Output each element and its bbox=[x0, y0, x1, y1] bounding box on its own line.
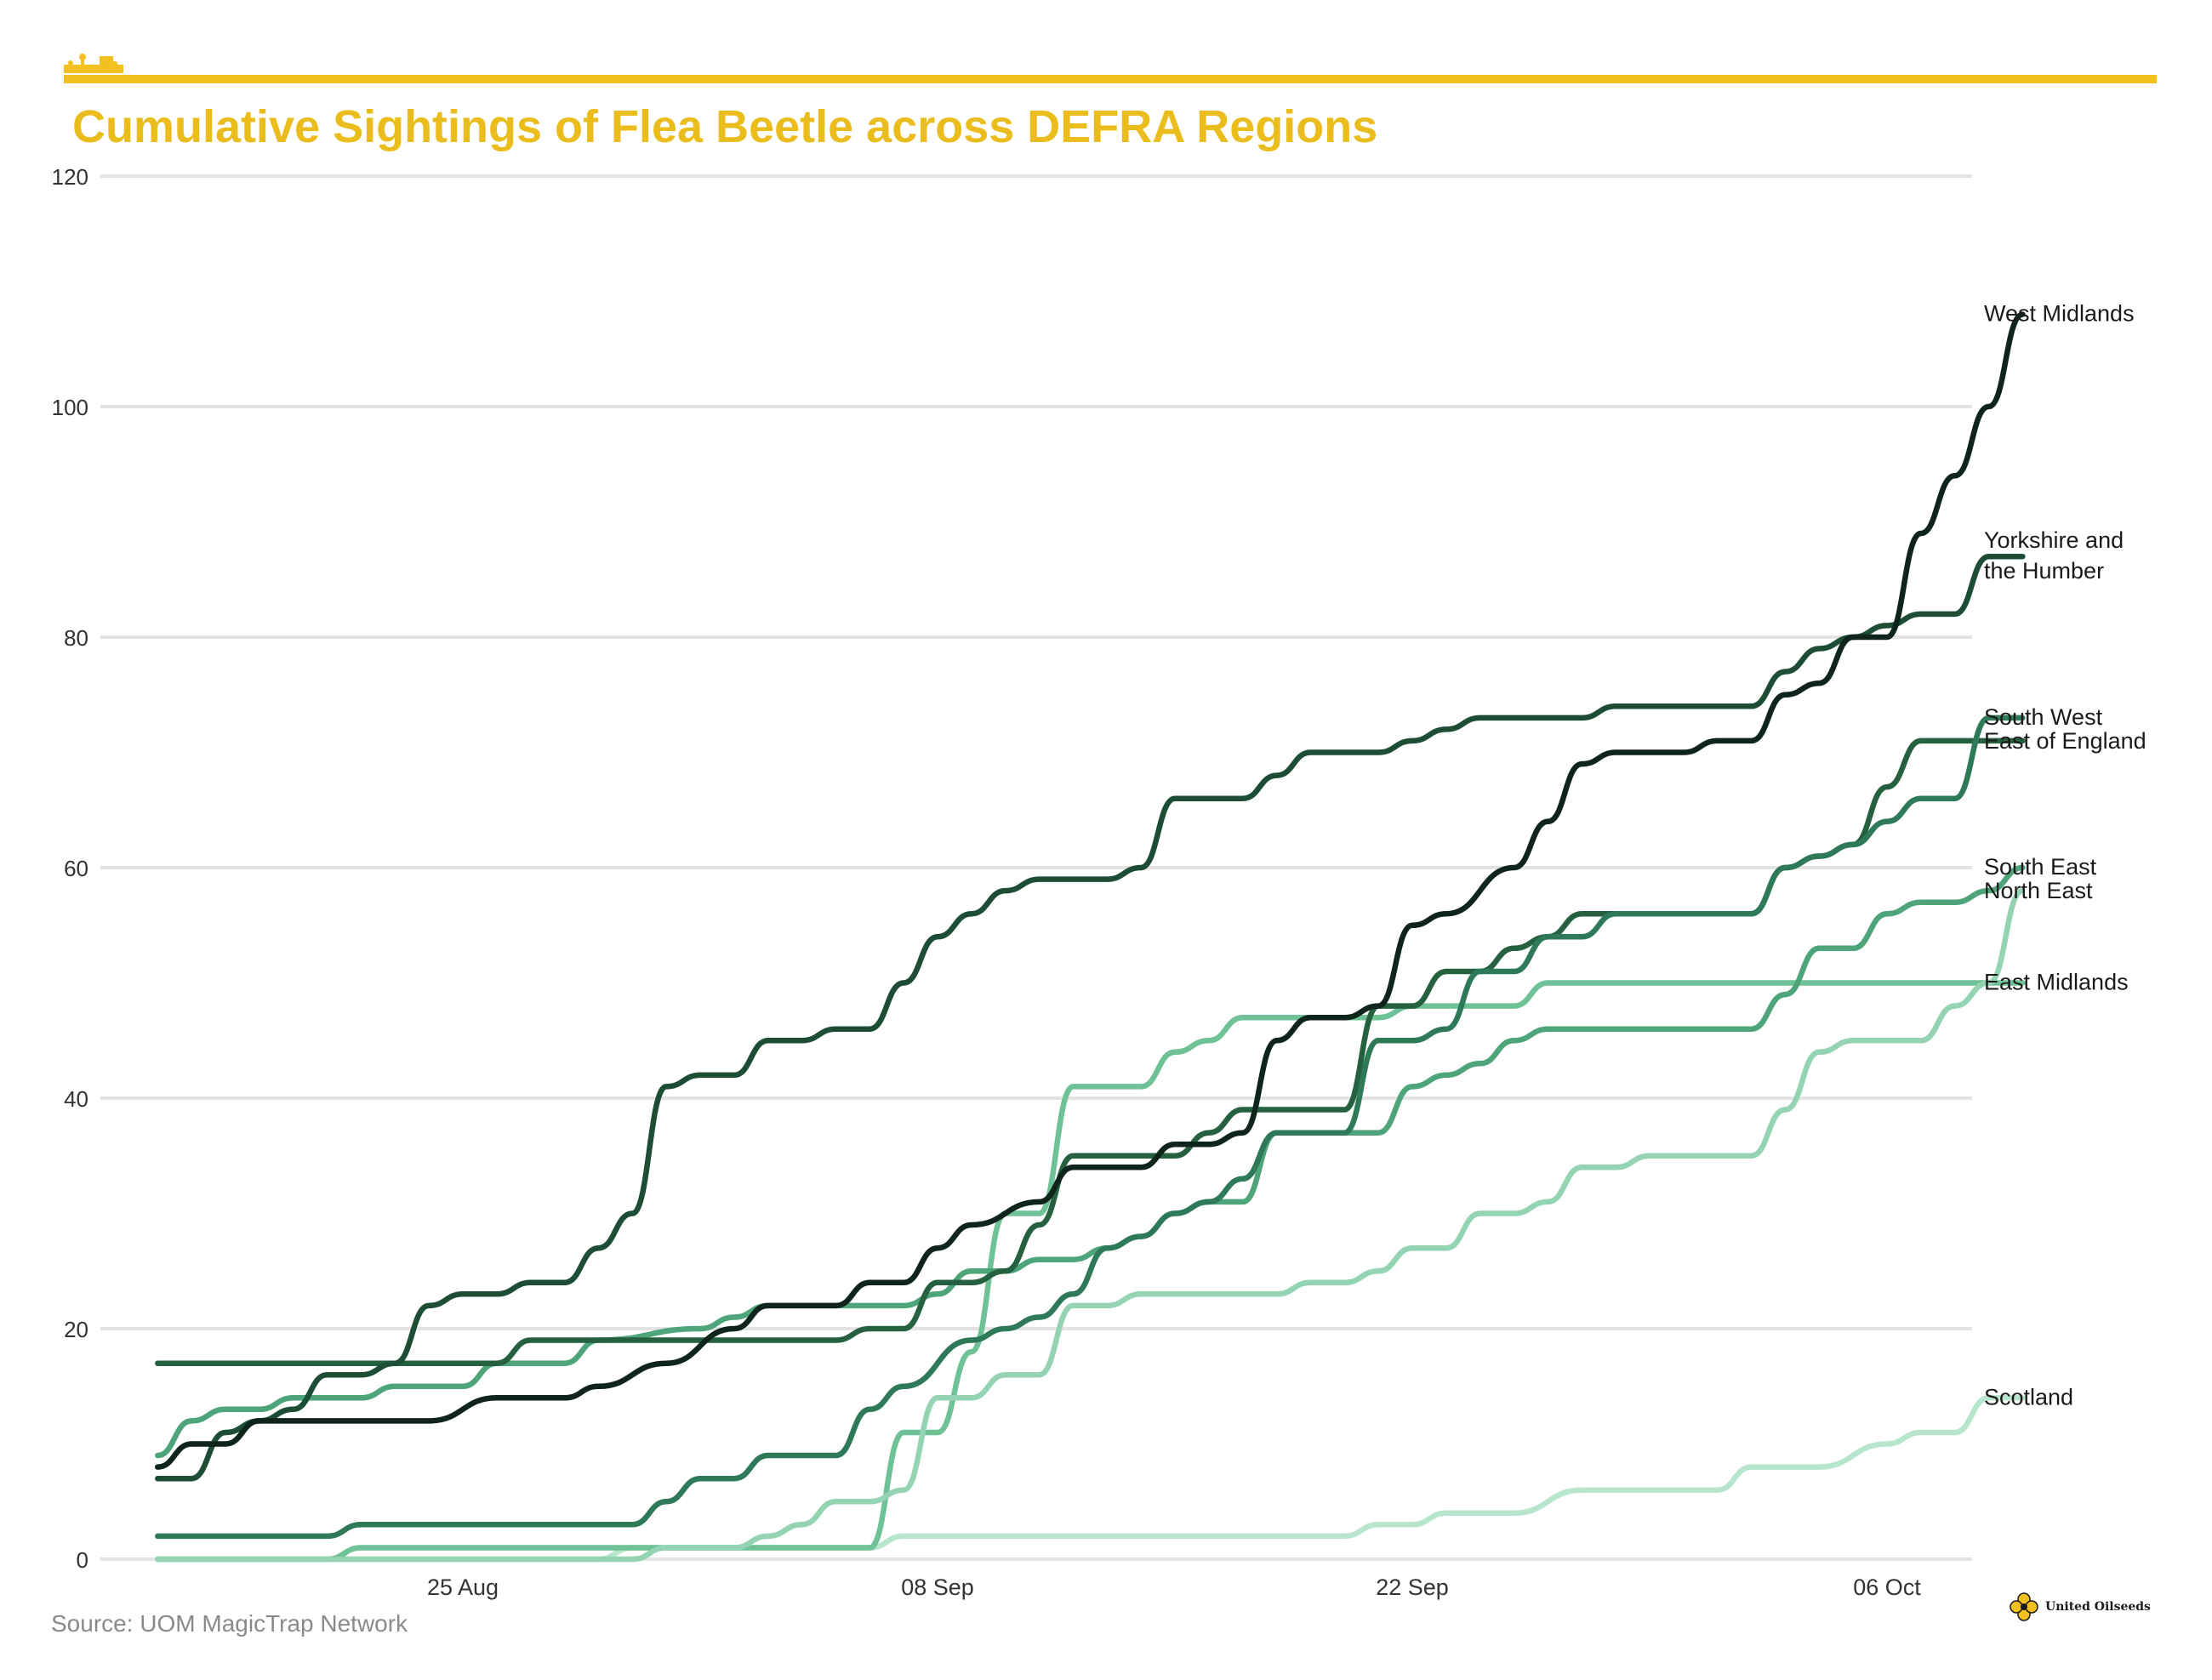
series-line-east-midlands bbox=[155, 980, 2026, 1563]
series-label-east-midlands: East Midlands bbox=[1984, 970, 2129, 995]
series-label-yorkshire-and-the-humber: the Humber bbox=[1984, 558, 2104, 584]
y-tick-label: 80 bbox=[64, 625, 88, 651]
flower-logo-icon bbox=[2010, 1592, 2038, 1621]
series-line-yorkshire-and-the-humber bbox=[155, 553, 2026, 1482]
page-title: Cumulative Sightings of Flea Beetle acro… bbox=[72, 101, 1378, 152]
source-note: Source: UOM MagicTrap Network bbox=[51, 1610, 408, 1637]
y-tick-label: 100 bbox=[52, 395, 88, 420]
series-labels: West Midlands Yorkshire and the Humber Sout… bbox=[1984, 301, 2146, 1410]
x-tick-label: 08 Sep bbox=[901, 1575, 974, 1600]
series-label-south-west: South West bbox=[1984, 704, 2103, 730]
y-tick-label: 0 bbox=[77, 1547, 88, 1573]
farm-logo-icon bbox=[64, 53, 123, 79]
series-label-west-midlands: West Midlands bbox=[1984, 301, 2135, 327]
series-line-west-midlands bbox=[155, 311, 2026, 1470]
series-label-yorkshire-and-the-humber: Yorkshire and bbox=[1984, 527, 2124, 553]
series-lines bbox=[155, 311, 2026, 1563]
x-tick-label: 22 Sep bbox=[1376, 1575, 1449, 1600]
series-line-north-east bbox=[155, 887, 2026, 1563]
brand-text: United Oilseeds bbox=[2045, 1600, 2151, 1614]
grid-lines bbox=[100, 174, 1972, 1561]
x-tick-label: 06 Oct bbox=[1853, 1575, 1921, 1600]
y-tick-label: 20 bbox=[64, 1317, 88, 1342]
series-label-scotland: Scotland bbox=[1984, 1384, 2073, 1409]
series-line-south-west bbox=[155, 715, 2026, 1540]
y-axis-ticks: 0 20 40 60 80 100 120 bbox=[52, 164, 88, 1573]
y-tick-label: 60 bbox=[64, 856, 88, 881]
y-tick-label: 40 bbox=[64, 1086, 88, 1112]
brand-logo: United Oilseeds bbox=[2010, 1592, 2151, 1621]
x-axis-ticks: 25 Aug 08 Sep 22 Sep 06 Oct bbox=[427, 1575, 1921, 1600]
series-line-south-east bbox=[155, 864, 2026, 1459]
header-accent-bar bbox=[64, 75, 2157, 83]
series-label-east-of-england: East of England bbox=[1984, 728, 2146, 754]
series-label-south-east: South East bbox=[1984, 854, 2097, 880]
y-tick-label: 120 bbox=[52, 164, 88, 190]
series-label-north-east: North East bbox=[1984, 878, 2093, 903]
x-tick-label: 25 Aug bbox=[427, 1575, 499, 1600]
